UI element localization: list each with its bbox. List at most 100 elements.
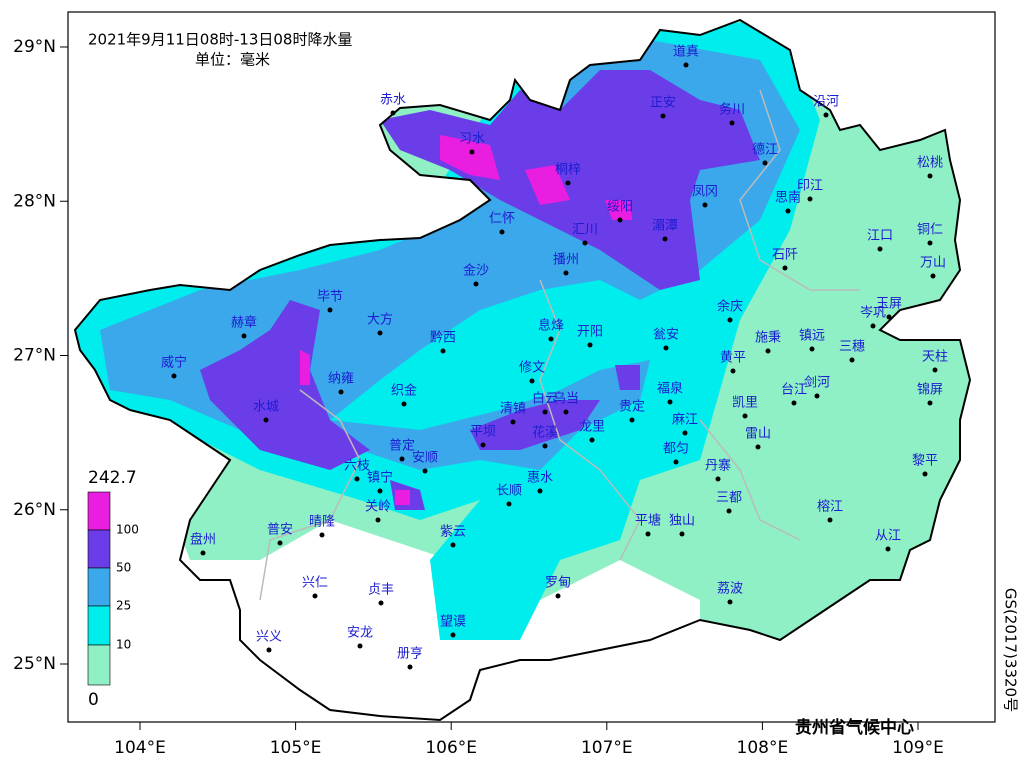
- city-dot: [629, 417, 635, 423]
- city-dot: [617, 217, 623, 223]
- city-dot: [886, 314, 892, 320]
- city-label: 龙里: [579, 420, 605, 435]
- unit-label: 单位：毫米: [195, 51, 270, 69]
- city-label: 普定: [389, 439, 415, 454]
- city-label: 台江: [781, 383, 807, 398]
- city-label: 安顺: [412, 451, 438, 466]
- city-label: 惠水: [527, 471, 553, 486]
- y-tick-label: 29°N: [13, 37, 56, 57]
- city-dot: [555, 593, 561, 599]
- city-label: 镇宁: [367, 470, 393, 486]
- city-label: 榕江: [817, 500, 843, 515]
- city-dot: [450, 542, 456, 548]
- city-label: 兴义: [256, 630, 282, 645]
- city-label: 万山: [920, 256, 946, 271]
- city-dot: [662, 236, 668, 242]
- city-dot: [469, 149, 475, 155]
- city-dot: [849, 357, 855, 363]
- city-label: 罗甸: [545, 576, 571, 591]
- city-label: 贞丰: [368, 583, 394, 598]
- city-dot: [375, 517, 381, 523]
- city-dot: [663, 345, 669, 351]
- city-label: 长顺: [496, 484, 522, 499]
- city-label: 务川: [719, 102, 745, 118]
- legend-label: 0: [88, 690, 99, 710]
- county-borders: [259, 89, 860, 601]
- city-label: 道真: [673, 45, 699, 60]
- city-dot: [702, 202, 708, 208]
- city-label: 都匀: [663, 442, 689, 457]
- city-label: 锦屏: [917, 383, 943, 398]
- city-dot: [673, 459, 679, 465]
- city-dot: [814, 393, 820, 399]
- city-dot: [727, 317, 733, 323]
- city-dot: [927, 240, 933, 246]
- city-dot: [726, 508, 732, 514]
- city-label: 瓮安: [653, 328, 679, 343]
- city-label: 盘州: [190, 532, 216, 548]
- city-label: 息烽: [538, 318, 564, 334]
- x-tick-label: 104°E: [114, 738, 166, 758]
- legend: [87, 491, 111, 686]
- city-dot: [870, 323, 876, 329]
- city-dot: [312, 593, 318, 599]
- city-label: 黎平: [912, 454, 938, 469]
- city-label: 印江: [797, 179, 823, 194]
- city-dot: [399, 456, 405, 462]
- city-dot: [200, 550, 206, 556]
- city-dot: [378, 600, 384, 606]
- city-label: 修文: [519, 361, 545, 376]
- city-label: 纳雍: [328, 371, 354, 387]
- city-label: 从江: [875, 529, 901, 544]
- city-label: 余庆: [717, 299, 743, 315]
- city-dot: [563, 409, 569, 415]
- city-dot: [742, 413, 748, 419]
- map-title: 2021年9月11日08时-13日08时降水量: [88, 31, 352, 49]
- city-dot: [565, 180, 571, 186]
- city-label: 贵定: [619, 400, 645, 415]
- city-label: 石阡: [772, 248, 798, 263]
- city-label: 金沙: [463, 263, 489, 279]
- city-dot: [499, 229, 505, 235]
- city-dot: [589, 437, 595, 443]
- city-dot: [548, 336, 554, 342]
- city-dot: [660, 113, 666, 119]
- city-dot: [506, 501, 512, 507]
- city-label: 德江: [752, 143, 778, 158]
- city-label: 普安: [267, 523, 293, 538]
- city-label: 黔西: [430, 331, 456, 346]
- y-tick-label: 27°N: [13, 346, 56, 366]
- city-dot: [563, 270, 569, 276]
- city-label: 天柱: [922, 350, 948, 365]
- city-label: 毕节: [317, 290, 343, 305]
- x-tick-label: 109°E: [892, 738, 944, 758]
- city-label: 乌当: [553, 391, 579, 407]
- city-dot: [667, 399, 673, 405]
- city-label: 六枝: [344, 459, 370, 474]
- city-label: 凤冈: [692, 185, 718, 200]
- city-label: 思南: [775, 190, 801, 206]
- city-dot: [782, 265, 788, 271]
- city-dot: [480, 442, 486, 448]
- legend-label: 25: [116, 599, 131, 613]
- city-label: 沿河: [813, 95, 839, 110]
- city-label: 安龙: [347, 626, 373, 641]
- city-label: 威宁: [161, 355, 187, 371]
- city-dot: [762, 160, 768, 166]
- city-label: 松桃: [917, 156, 943, 171]
- city-label: 水城: [253, 400, 279, 415]
- city-dot: [422, 468, 428, 474]
- city-dot: [319, 532, 325, 538]
- city-dot: [807, 196, 813, 202]
- x-tick-label: 105°E: [270, 738, 322, 758]
- city-label: 镇远: [799, 329, 825, 344]
- city-label: 桐梓: [555, 163, 581, 178]
- city-dot: [785, 208, 791, 214]
- city-dot: [377, 488, 383, 494]
- city-label: 赫章: [231, 315, 257, 331]
- city-dot: [930, 273, 936, 279]
- city-label: 岑巩: [860, 306, 886, 321]
- legend-label: 242.7: [88, 468, 137, 488]
- city-dot: [241, 333, 247, 339]
